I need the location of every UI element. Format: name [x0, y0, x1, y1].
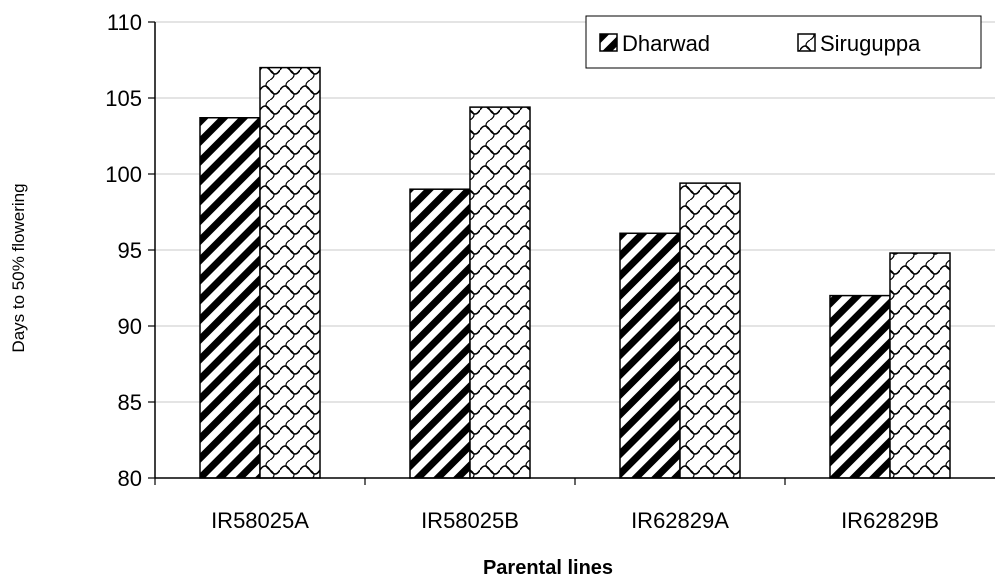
y-tick-label: 85 [118, 390, 142, 415]
y-axis-title: Days to 50% flowering [9, 183, 28, 352]
bar-siruguppa-ir62829a [679, 182, 741, 479]
bars [199, 66, 951, 479]
y-tick-label: 110 [107, 10, 142, 35]
x-tick-label: IR58025A [211, 508, 309, 533]
bar-siruguppa-ir58025a [259, 66, 321, 479]
x-tick-label: IR58025B [421, 508, 519, 533]
x-tick-label: IR62829A [631, 508, 729, 533]
legend-box [585, 15, 982, 69]
legend-label-dharwad: Dharwad [622, 31, 710, 56]
legend-swatch-dharwad [599, 33, 618, 52]
y-tick-label: 95 [118, 238, 142, 263]
legend: Dharwad Siruguppa [585, 15, 982, 69]
bar-dharwad-ir58025a [199, 117, 261, 479]
x-tick-label: IR62829B [841, 508, 939, 533]
x-axis-title: Parental lines [483, 557, 613, 579]
bar-siruguppa-ir62829b [889, 252, 951, 479]
y-tick-label: 105 [105, 86, 142, 111]
legend-label-siruguppa: Siruguppa [820, 31, 921, 56]
y-tick-label: 100 [105, 162, 142, 187]
bar-dharwad-ir62829a [619, 232, 681, 479]
bar-siruguppa-ir58025b [469, 106, 531, 479]
bar-dharwad-ir58025b [409, 188, 471, 479]
bar-dharwad-ir62829b [829, 294, 891, 479]
legend-swatch-siruguppa [797, 33, 816, 52]
y-tick-label: 80 [118, 466, 142, 491]
y-tick-label: 90 [118, 314, 142, 339]
tick-labels: 80 85 90 95 100 105 110 IR58025A IR58025B IR62829… [105, 10, 939, 533]
axes [148, 21, 995, 485]
